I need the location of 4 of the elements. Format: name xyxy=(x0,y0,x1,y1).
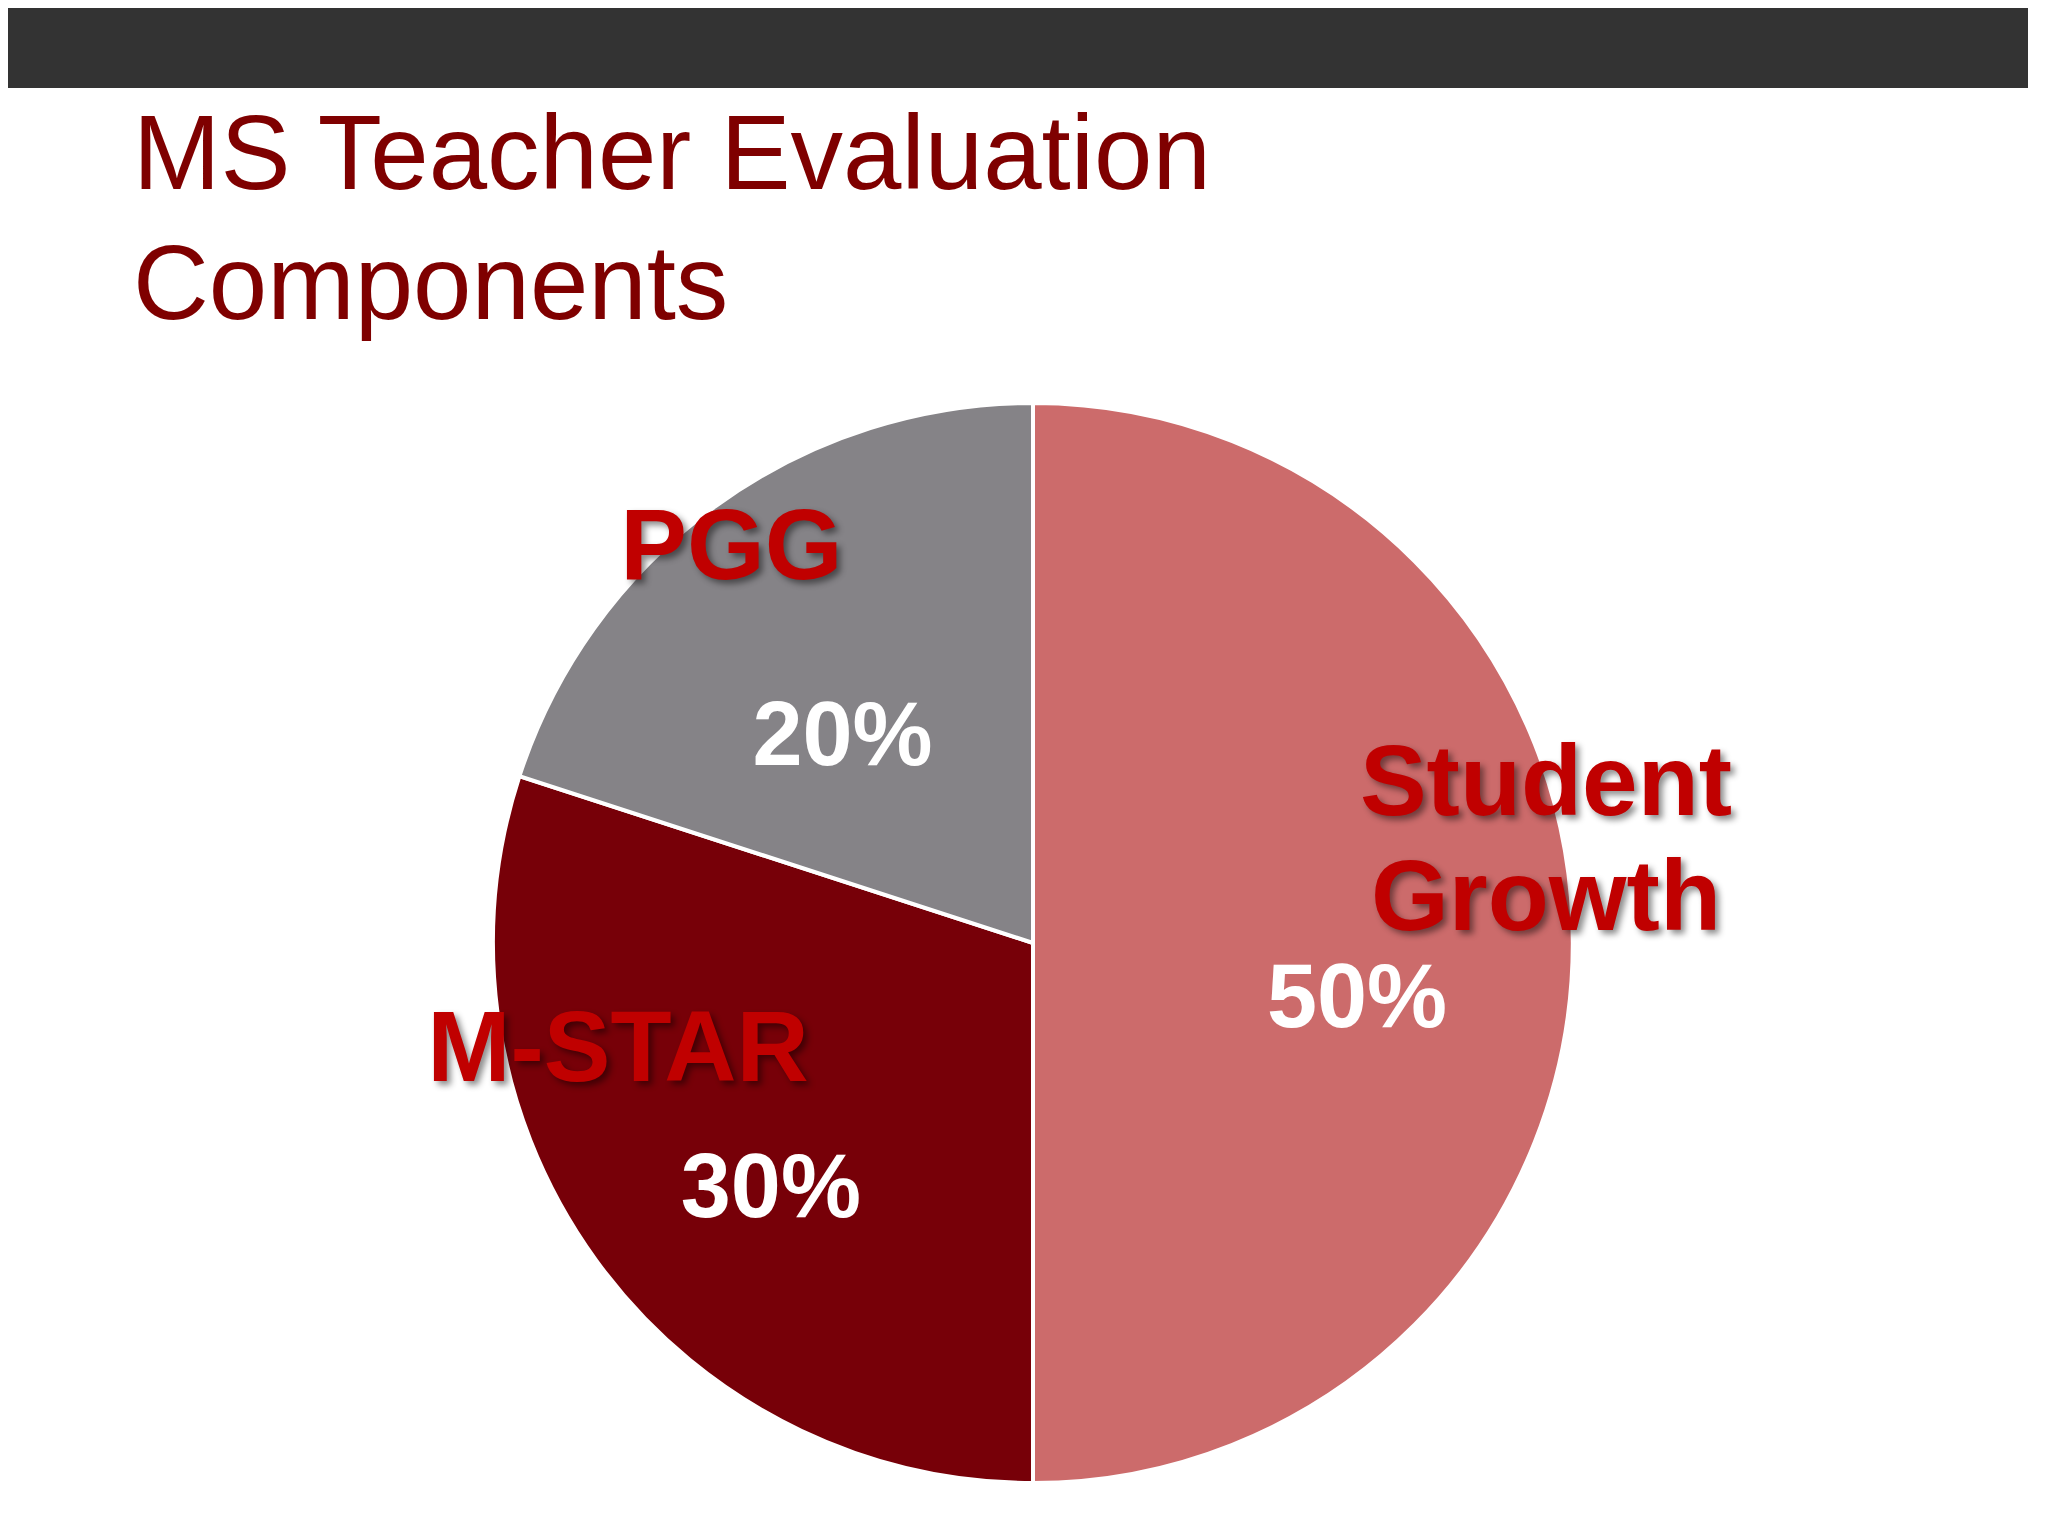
chart-title: MS Teacher Evaluation Components xyxy=(132,93,1212,343)
data-label: 50% xyxy=(1266,946,1448,1046)
data-label: 30% xyxy=(680,1136,861,1237)
data-label: 20% xyxy=(752,683,933,784)
